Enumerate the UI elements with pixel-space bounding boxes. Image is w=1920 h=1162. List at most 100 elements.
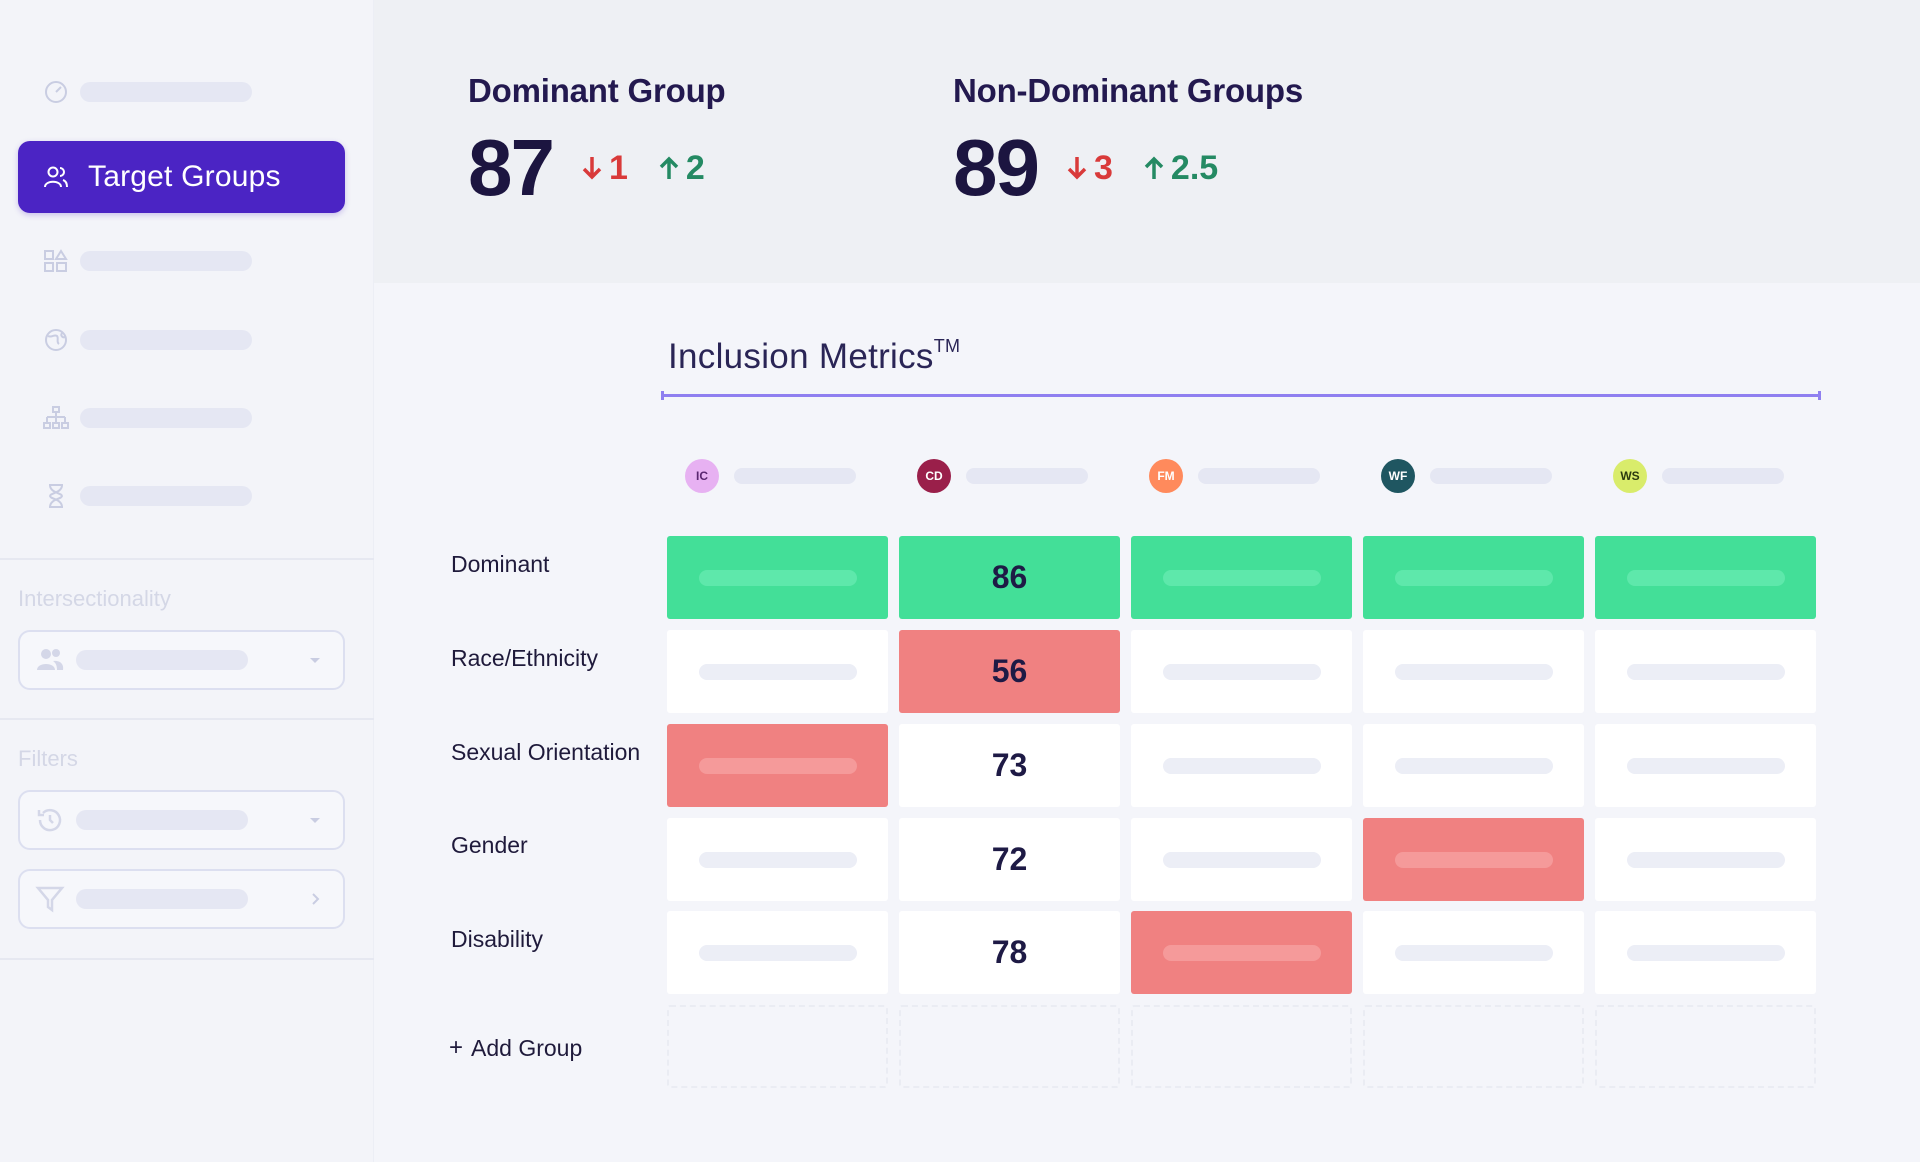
summary-header xyxy=(374,0,1920,283)
add-group-button[interactable]: + Add Group xyxy=(449,1034,582,1062)
sidebar-item-placeholder xyxy=(80,251,252,271)
arrow-up-icon xyxy=(659,156,679,179)
sidebar: Target Groups Intersectionality xyxy=(0,0,374,1162)
avatar: WF xyxy=(1381,459,1415,493)
sidebar-item-widgets[interactable] xyxy=(18,225,345,297)
caret-down-icon xyxy=(305,650,325,670)
metric-cell-placeholder xyxy=(698,569,857,586)
sidebar-item-target-groups[interactable]: Target Groups xyxy=(18,141,345,213)
avatar: IC xyxy=(685,459,719,493)
metric-cell-placeholder xyxy=(698,663,857,680)
metric-cell[interactable] xyxy=(667,818,888,901)
intersectionality-select[interactable] xyxy=(18,630,345,690)
hourglass-icon xyxy=(42,482,70,510)
metric-title: Non-Dominant Groups xyxy=(953,72,1303,109)
gauge-icon xyxy=(42,78,70,106)
metric-cell[interactable] xyxy=(1131,724,1352,807)
row-label: Disability xyxy=(451,926,544,952)
avatar: CD xyxy=(917,459,951,493)
metric-cell[interactable] xyxy=(667,536,888,619)
metric-cell[interactable] xyxy=(1595,911,1816,994)
metric-cell-value: 78 xyxy=(991,934,1028,970)
metric-cell[interactable] xyxy=(1595,818,1816,901)
metric-cell[interactable]: 78 xyxy=(899,911,1120,994)
metric-cell[interactable] xyxy=(1131,818,1352,901)
metric-cell-value: 72 xyxy=(991,841,1028,877)
widgets-icon xyxy=(42,247,70,275)
column-header[interactable]: WS xyxy=(1613,459,1784,493)
metric-cell-placeholder xyxy=(1162,851,1321,868)
sidebar-item-hierarchy[interactable] xyxy=(18,382,345,454)
column-name-placeholder xyxy=(1198,468,1320,484)
metric-cell[interactable]: 72 xyxy=(899,818,1120,901)
metric-cell-placeholder xyxy=(1394,944,1553,961)
chevron-right-icon xyxy=(305,889,325,909)
add-group-label: Add Group xyxy=(471,1034,583,1061)
metric-cell-placeholder xyxy=(1626,757,1785,774)
metric-cell[interactable] xyxy=(667,724,888,807)
sidebar-item-globe[interactable] xyxy=(18,304,345,376)
column-header[interactable]: CD xyxy=(917,459,1088,493)
metric-cell[interactable] xyxy=(1363,818,1584,901)
trademark-mark: TM xyxy=(933,336,961,356)
increase-value: 2 xyxy=(685,148,705,187)
metric-cell-placeholder xyxy=(698,944,857,961)
metric-cell-placeholder xyxy=(698,757,857,774)
metric-cell-value: 86 xyxy=(991,559,1028,595)
column-name-placeholder xyxy=(1430,468,1552,484)
metric-value: 89 xyxy=(953,123,1040,212)
metric-cell[interactable] xyxy=(1595,630,1816,713)
metric-cell-placeholder xyxy=(1626,944,1785,961)
column-header[interactable]: IC xyxy=(685,459,856,493)
filter-button[interactable] xyxy=(18,869,345,929)
row-label: Race/Ethnicity xyxy=(451,645,599,671)
row-label: Sexual Orientation xyxy=(451,739,641,765)
users-icon xyxy=(42,163,70,191)
sidebar-item-history[interactable] xyxy=(18,460,345,532)
metric-cell[interactable] xyxy=(1363,911,1584,994)
avatar: FM xyxy=(1149,459,1183,493)
arrow-down-icon xyxy=(582,157,602,180)
metric-cell[interactable] xyxy=(1363,724,1584,807)
metric-cell[interactable] xyxy=(667,911,888,994)
intersectionality-heading: Intersectionality xyxy=(18,586,171,611)
filter-value-placeholder xyxy=(76,889,248,909)
metric-cell[interactable] xyxy=(1595,724,1816,807)
metric-increase: 2 xyxy=(658,149,705,188)
metric-cell[interactable] xyxy=(1131,911,1352,994)
sidebar-divider xyxy=(0,558,374,560)
metric-cell-placeholder xyxy=(1162,944,1321,961)
globe-icon xyxy=(42,326,70,354)
metric-cell[interactable]: 86 xyxy=(899,536,1120,619)
metric-cell[interactable] xyxy=(1363,536,1584,619)
metric-cell[interactable]: 73 xyxy=(899,724,1120,807)
metric-cell[interactable] xyxy=(1131,536,1352,619)
column-name-placeholder xyxy=(1662,468,1784,484)
metric-cell[interactable] xyxy=(1595,536,1816,619)
empty-cell-slot xyxy=(1131,1005,1352,1088)
funnel-icon xyxy=(34,883,66,915)
sidebar-item-placeholder xyxy=(80,486,252,506)
metric-cell[interactable] xyxy=(1363,630,1584,713)
metric-title: Dominant Group xyxy=(468,72,726,109)
title-underline xyxy=(661,391,1821,400)
decrease-value: 3 xyxy=(1093,148,1113,187)
time-filter-select[interactable] xyxy=(18,790,345,850)
metric-cell-placeholder xyxy=(1394,757,1553,774)
sidebar-divider xyxy=(0,718,374,720)
row-label: Dominant xyxy=(451,551,550,577)
metric-cell-placeholder xyxy=(1394,663,1553,680)
history-icon xyxy=(34,804,66,836)
non-dominant-groups-metric: Non-Dominant Groups 89 3 2.5 xyxy=(953,72,1303,208)
column-header[interactable]: FM xyxy=(1149,459,1320,493)
empty-cell-slot xyxy=(1595,1005,1816,1088)
arrow-up-icon xyxy=(1144,156,1164,179)
metric-cell[interactable]: 56 xyxy=(899,630,1120,713)
sidebar-item-placeholder xyxy=(80,408,252,428)
sidebar-item-dashboard[interactable] xyxy=(18,56,345,128)
plus-icon: + xyxy=(449,1034,464,1061)
column-header[interactable]: WF xyxy=(1381,459,1552,493)
metric-cell[interactable] xyxy=(667,630,888,713)
metric-cell-placeholder xyxy=(1162,663,1321,680)
metric-cell[interactable] xyxy=(1131,630,1352,713)
